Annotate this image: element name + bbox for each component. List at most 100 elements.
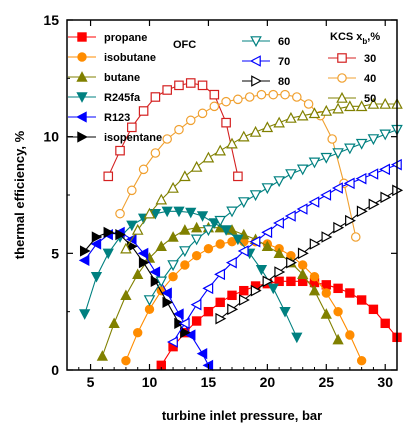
point-40 [127,185,137,196]
point-40 [174,124,184,135]
point-isobutane [321,288,331,298]
point-R245fa [173,206,185,218]
point-80 [368,198,380,211]
point-isobutane [298,260,308,270]
x-tick-label: 15 [201,374,217,390]
point-60 [155,276,168,288]
point-70 [320,189,332,201]
point-propane [380,318,390,329]
point-R123 [196,348,208,360]
point-isobutane [309,271,320,282]
point-50 [367,97,380,109]
point-40 [197,108,208,119]
legend-label: 40 [364,73,376,85]
point-60 [237,197,250,209]
point-80 [345,214,356,227]
point-50 [308,107,321,119]
point-R123 [78,254,90,266]
point-70 [367,168,379,180]
point-isopentane [115,229,126,241]
point-60 [190,234,203,246]
point-R245fa [79,309,91,320]
y-tick-label: 5 [51,245,59,261]
point-R123 [149,266,161,278]
point-60 [367,134,380,146]
legend-item-isobutane: isobutane [68,52,156,64]
point-80 [262,275,274,288]
point-propane [321,280,331,290]
point-R123 [173,308,184,320]
point-30 [233,171,243,182]
point-30 [150,92,161,102]
point-propane [286,276,296,287]
point-60 [226,206,238,218]
legend-label: butane [104,72,140,84]
point-butane [273,247,285,259]
legend-label: 70 [278,56,290,68]
x-tick-label: 10 [142,374,158,390]
point-80 [227,303,239,316]
point-70 [308,196,320,208]
point-isobutane [203,243,214,254]
point-80 [250,284,262,297]
point-40 [350,232,361,242]
point-isopentane [162,296,174,308]
point-70 [214,268,226,281]
point-80 [274,266,286,278]
point-40 [221,96,231,107]
y-tick-label: 10 [43,129,59,145]
legend-marker-50 [336,91,348,103]
point-60 [273,176,285,188]
point-70 [249,235,261,248]
point-30 [209,89,220,100]
legend-item-isopentane: isopentane [68,131,162,144]
point-propane [356,295,367,305]
legend-marker-isopentane [77,131,88,143]
point-propane [227,290,237,301]
legend-item-80: 80 [242,75,290,88]
series-layer [78,78,404,371]
legend-item-50: 50 [328,91,376,105]
point-propane [191,316,202,326]
point-isobutane [121,355,131,366]
point-30 [162,85,172,95]
point-butane [308,284,321,296]
point-50 [202,151,215,163]
point-isopentane [79,245,91,257]
point-80 [238,294,250,306]
point-butane [120,289,132,301]
point-50 [249,125,262,137]
point-R245fa [185,207,197,219]
ofc-group-label: OFC [173,39,196,51]
point-60 [214,215,227,227]
point-propane [215,297,225,308]
legend-marker-80 [251,75,263,87]
legend-label: isopentane [104,132,162,144]
point-30 [174,80,184,91]
point-propane [345,288,355,298]
point-40 [256,89,267,100]
point-80 [286,256,298,269]
kcs-label-prefix: KCS x [330,31,363,43]
point-50 [296,109,309,121]
point-butane [297,268,309,280]
legend-marker-propane [77,32,87,42]
point-70 [273,217,284,229]
point-60 [167,260,179,272]
point-60 [379,129,392,141]
point-30 [115,145,125,156]
kcs-label-suffix: ,% [367,31,380,43]
point-70 [284,210,296,222]
point-R123 [137,247,149,259]
point-R245fa [90,271,103,283]
point-isobutane [144,304,155,315]
legend-item-40: 40 [328,73,376,85]
series-30 [103,78,243,182]
legend-label: isobutane [104,52,156,64]
point-40 [138,164,149,175]
point-butane [332,333,344,345]
point-80 [215,312,227,325]
legend-marker-40 [337,73,347,83]
legend-item-70: 70 [242,55,290,68]
